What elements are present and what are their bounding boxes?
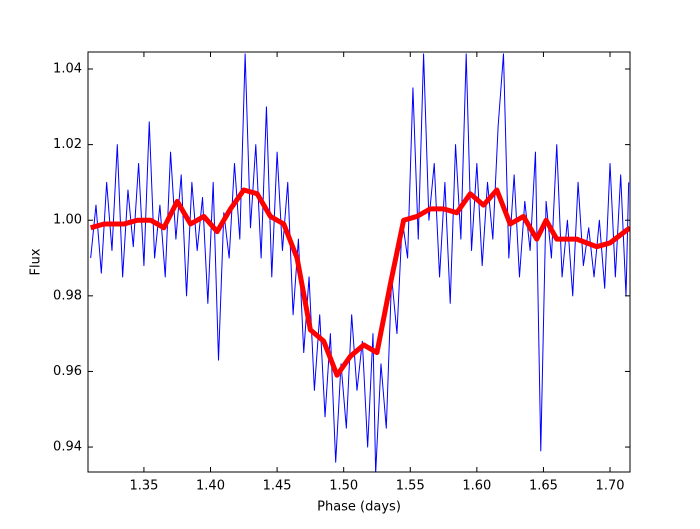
y-tick-label: 0.94	[53, 440, 82, 455]
data-line	[90, 53, 630, 472]
plot-area	[89, 53, 630, 472]
x-tick-label: 1.50	[329, 479, 358, 494]
y-tick-label: 1.00	[53, 213, 82, 228]
y-tick-label: 0.96	[53, 364, 82, 379]
y-tick-label: 1.04	[53, 62, 82, 77]
x-tick-label: 1.55	[396, 479, 425, 494]
y-axis-label: Flux	[29, 248, 44, 275]
x-tick-label: 1.60	[462, 479, 491, 494]
x-tick-label: 1.65	[529, 479, 558, 494]
x-tick-label: 1.70	[596, 479, 625, 494]
axes-frame	[87, 51, 631, 473]
y-tick-label: 0.98	[53, 288, 82, 303]
x-tick-label: 1.35	[129, 479, 158, 494]
y-tick-label: 1.02	[53, 137, 82, 152]
data-line	[89, 187, 630, 378]
x-tick-label: 1.45	[263, 479, 292, 494]
x-axis-label: Phase (days)	[317, 500, 401, 515]
x-tick-label: 1.40	[196, 479, 225, 494]
